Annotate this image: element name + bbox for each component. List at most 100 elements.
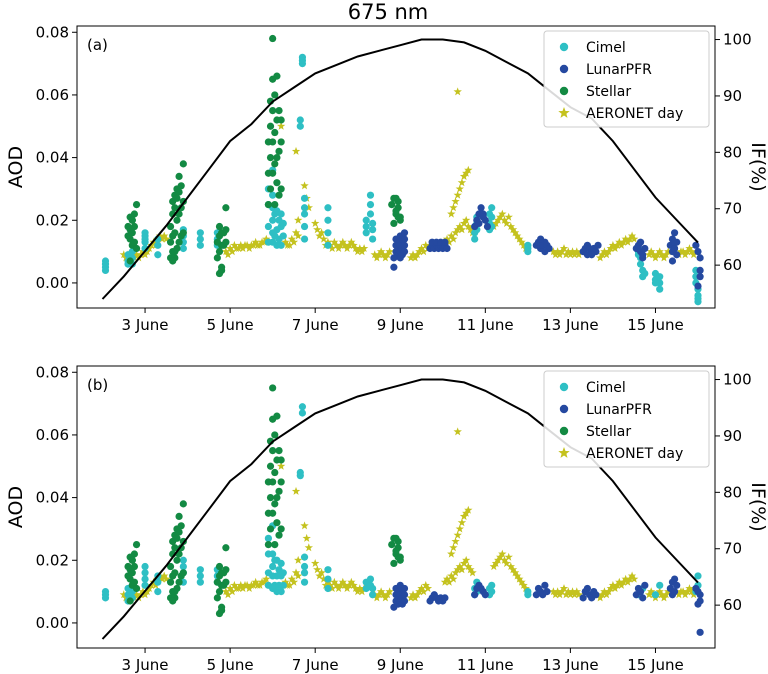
data-point: [179, 500, 187, 508]
data-point: [543, 588, 551, 596]
data-point-star: [455, 222, 464, 231]
data-point: [388, 541, 396, 549]
data-point-star: [379, 250, 388, 259]
data-point: [300, 194, 309, 202]
y2-tick-label: 100: [723, 31, 752, 49]
y-tick-label: 0.08: [36, 363, 69, 381]
data-point-star: [464, 505, 473, 514]
legend-label: Stellar: [586, 424, 631, 440]
data-point: [275, 191, 283, 199]
panel-b: 3 June 5 June 7 June 9 June 11 June 13 June 15…: [5, 363, 768, 674]
data-point-star: [451, 197, 460, 205]
series-lunarpfr: [390, 204, 704, 290]
y-tick-label: 0.06: [36, 86, 69, 104]
data-point: [392, 207, 400, 215]
data-point-star: [355, 584, 364, 592]
data-point: [488, 588, 496, 596]
data-point: [141, 569, 149, 577]
data-point-star: [302, 533, 311, 542]
data-point-star: [251, 237, 260, 246]
data-point: [171, 544, 179, 552]
data-point-star: [572, 247, 581, 256]
data-point: [692, 241, 700, 249]
data-point: [173, 525, 181, 533]
data-point: [366, 210, 375, 218]
data-point-star: [376, 247, 386, 256]
data-point-star: [289, 237, 299, 246]
data-point: [215, 222, 224, 231]
data-point: [269, 107, 277, 115]
data-point-star: [621, 574, 630, 583]
data-point: [275, 531, 283, 539]
data-point: [524, 241, 532, 249]
data-point: [541, 248, 549, 256]
data-point: [266, 185, 275, 193]
data-point-star: [294, 231, 303, 240]
data-point: [673, 581, 681, 589]
data-point: [266, 494, 275, 502]
data-point-star: [687, 587, 696, 596]
data-point: [215, 588, 224, 596]
data-point-star: [442, 234, 452, 243]
data-point-star: [506, 562, 515, 571]
data-point: [269, 562, 277, 571]
data-point: [696, 273, 704, 281]
data-point: [271, 431, 279, 439]
data-point: [298, 53, 307, 61]
data-point: [390, 219, 398, 227]
data-point: [537, 235, 545, 243]
data-point: [694, 600, 702, 608]
data-point: [694, 282, 702, 290]
data-point: [166, 222, 175, 231]
data-point: [324, 584, 332, 593]
data-point: [656, 581, 664, 589]
data-point: [300, 553, 309, 561]
x-tick-label: 15 June: [627, 316, 684, 334]
data-point-star: [568, 587, 577, 596]
data-point-star: [455, 524, 464, 533]
data-point-star: [678, 587, 688, 596]
data-point: [173, 216, 181, 224]
data-point: [171, 248, 179, 256]
data-point: [266, 462, 275, 470]
data-point-star: [311, 559, 320, 567]
data-point: [443, 244, 451, 253]
data-point: [128, 229, 136, 237]
data-point-star: [510, 228, 520, 237]
data-point-star: [408, 590, 418, 599]
data-point: [154, 588, 162, 596]
data-point: [390, 263, 398, 271]
data-point: [651, 591, 660, 599]
data-point-star: [442, 574, 452, 583]
data-point-star: [421, 240, 430, 249]
data-point: [173, 185, 181, 193]
data-point-star: [317, 228, 326, 237]
data-point-star: [678, 247, 688, 256]
data-point: [696, 254, 704, 262]
y2-tick-label: 80: [723, 483, 742, 501]
data-point: [179, 569, 187, 577]
data-point-star: [647, 587, 656, 596]
data-point-star: [328, 244, 337, 252]
data-point-star: [330, 577, 339, 586]
data-point-star: [119, 250, 128, 259]
data-point: [656, 279, 664, 287]
data-point-star: [462, 215, 471, 224]
data-point: [369, 584, 377, 593]
data-point-star: [664, 247, 673, 256]
data-point-star: [510, 568, 520, 577]
data-point-star: [655, 587, 664, 596]
data-point: [277, 116, 285, 124]
data-point: [298, 403, 307, 411]
data-point-star: [685, 584, 694, 592]
data-point-star: [502, 559, 511, 567]
data-point: [273, 154, 281, 162]
data-point-star: [600, 247, 609, 256]
data-point-star: [517, 577, 526, 586]
data-point: [366, 575, 375, 583]
data-point: [175, 172, 183, 180]
data-point: [279, 569, 287, 577]
data-point-star: [572, 587, 581, 596]
data-point-star: [294, 555, 303, 564]
data-point: [394, 553, 402, 561]
